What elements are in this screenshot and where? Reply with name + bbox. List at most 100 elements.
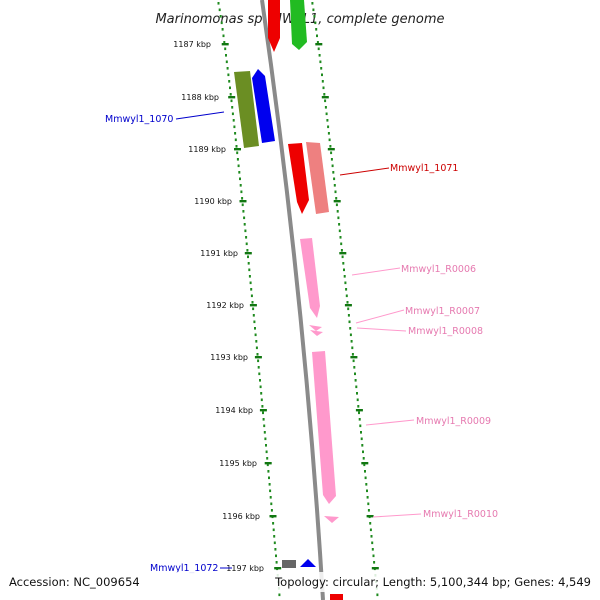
label-mmwyl1-1072[interactable]: Mmwyl1_1072	[150, 563, 218, 574]
gene-salmon[interactable]	[306, 142, 329, 214]
label-mmwyl1-1071[interactable]: Mmwyl1_1071	[390, 163, 458, 174]
track-dot	[314, 21, 317, 25]
gene-red-bottom[interactable]	[330, 594, 343, 600]
track-dot	[260, 392, 263, 395]
track-dot	[348, 320, 351, 324]
track-dot	[219, 15, 222, 18]
track-dot	[373, 561, 376, 564]
tick-label-1195: 1195 kbp	[219, 459, 257, 468]
track-dot	[225, 54, 227, 57]
track-dot	[239, 177, 241, 181]
track-dot	[247, 262, 250, 265]
track-dot	[359, 424, 362, 428]
track-dot	[324, 106, 327, 109]
right-dotted-track	[311, 2, 379, 597]
track-dot	[256, 353, 259, 356]
label-mmwyl1-r0010[interactable]: Mmwyl1_R0010	[423, 509, 498, 520]
track-dot	[268, 476, 270, 480]
label-mmwyl1-r0009[interactable]: Mmwyl1_R0009	[416, 416, 491, 427]
track-dot	[262, 418, 265, 421]
track-dot	[270, 502, 273, 506]
track-dot	[231, 106, 234, 109]
track-dot	[334, 190, 337, 194]
label-mmwyl1-r0007[interactable]: Mmwyl1_R0007	[405, 306, 480, 317]
gene-mmwyl1-r0007[interactable]	[309, 325, 322, 331]
gene-mmwyl1-r0010[interactable]	[324, 516, 339, 523]
track-dot	[269, 489, 272, 493]
label-mmwyl1-1070[interactable]: Mmwyl1_1070	[105, 114, 173, 125]
track-dot	[259, 379, 261, 382]
tick-label-1196: 1196 kbp	[222, 512, 260, 521]
track-dot	[324, 99, 327, 103]
kbp-tick-mark	[244, 252, 252, 255]
track-dot	[252, 314, 255, 317]
track-dot	[364, 470, 366, 473]
footer-band	[0, 572, 600, 592]
gene-red-top[interactable]	[268, 0, 280, 52]
kbp-tick-mark	[259, 409, 267, 412]
track-dot	[273, 541, 276, 545]
gene-mmwyl1-r0006[interactable]	[300, 238, 320, 318]
track-dot	[266, 463, 269, 467]
track-dot	[231, 112, 234, 116]
track-dot	[365, 483, 368, 486]
track-dot	[260, 398, 263, 402]
track-dot	[338, 223, 341, 226]
gene-olive[interactable]	[234, 71, 259, 148]
kbp-tick-mark	[321, 96, 329, 99]
gene-green-top[interactable]	[290, 0, 307, 50]
track-dot	[234, 132, 237, 135]
track-dot	[333, 184, 336, 187]
label-mmwyl1-r0006[interactable]: Mmwyl1_R0006	[401, 264, 476, 275]
track-dot	[229, 86, 231, 90]
label-mmwyl1-r0008[interactable]: Mmwyl1_R0008	[408, 326, 483, 337]
track-dot	[318, 54, 321, 57]
track-dot	[272, 528, 275, 532]
tick-label-1189: 1189 kbp	[188, 145, 226, 154]
track-dot	[371, 541, 374, 545]
track-dot	[275, 554, 277, 558]
track-dot	[371, 548, 374, 551]
gene-gray-bottom[interactable]	[282, 560, 296, 568]
track-dot	[327, 132, 330, 135]
kbp-tick-mark	[333, 200, 341, 203]
track-dot	[343, 275, 346, 278]
track-dot	[255, 340, 258, 343]
gene-mmwyl1-r0009[interactable]	[312, 351, 336, 504]
track-dot	[244, 229, 247, 233]
track-dot	[243, 223, 246, 226]
gene-mmwyl1-1071[interactable]	[288, 143, 309, 214]
track-dot	[335, 197, 338, 200]
track-dot	[220, 21, 223, 25]
tick-label-1192: 1192 kbp	[206, 301, 244, 310]
kbp-tick-mark	[355, 409, 363, 412]
track-dot	[354, 372, 356, 376]
track-dot	[339, 236, 342, 239]
track-dot	[278, 593, 281, 597]
track-dot	[270, 509, 273, 512]
kbp-tick-mark	[366, 515, 374, 518]
track-dot	[236, 151, 239, 155]
track-dot	[261, 405, 264, 408]
track-dot	[369, 528, 372, 532]
track-dot	[350, 340, 353, 343]
track-dot	[320, 67, 323, 70]
track-dot	[234, 138, 237, 142]
left-dotted-track	[217, 2, 281, 597]
track-dot	[259, 385, 262, 389]
gene-mmwyl1-r0008[interactable]	[310, 330, 323, 336]
kbp-tick-mark	[264, 462, 272, 465]
tick-label-1188: 1188 kbp	[181, 93, 219, 102]
track-dot	[327, 125, 330, 129]
track-dot	[221, 28, 224, 31]
gene-mmwyl1-1072[interactable]	[300, 559, 316, 567]
track-dot	[316, 41, 319, 44]
track-dot	[353, 366, 356, 369]
track-dot	[218, 8, 221, 12]
track-dot	[235, 145, 238, 148]
track-dot	[325, 112, 328, 116]
track-dot	[237, 164, 240, 168]
track-dot	[225, 60, 228, 64]
track-dot	[364, 476, 367, 480]
gene-mmwyl1-1070[interactable]	[252, 69, 275, 143]
